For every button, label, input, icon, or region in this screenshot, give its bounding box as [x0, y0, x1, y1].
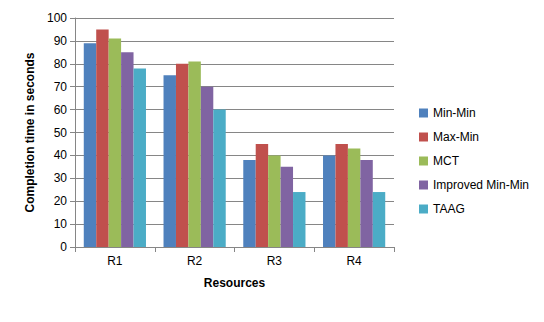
- svg-text:40: 40: [54, 148, 68, 162]
- svg-text:MCT: MCT: [433, 154, 460, 168]
- svg-text:30: 30: [54, 171, 68, 185]
- svg-text:Completion time in seconds: Completion time in seconds: [23, 52, 37, 212]
- svg-text:80: 80: [54, 57, 68, 71]
- svg-text:100: 100: [47, 11, 67, 25]
- svg-text:10: 10: [54, 217, 68, 231]
- svg-text:70: 70: [54, 80, 68, 94]
- svg-text:R3: R3: [267, 254, 283, 268]
- svg-text:20: 20: [54, 194, 68, 208]
- svg-text:Max-Min: Max-Min: [433, 130, 479, 144]
- svg-text:R4: R4: [346, 254, 362, 268]
- svg-text:R2: R2: [187, 254, 203, 268]
- svg-text:0: 0: [60, 240, 67, 254]
- svg-text:Improved Min-Min: Improved Min-Min: [433, 178, 529, 192]
- svg-text:90: 90: [54, 34, 68, 48]
- svg-text:TAAG: TAAG: [433, 202, 465, 216]
- svg-text:60: 60: [54, 103, 68, 117]
- svg-text:Resources: Resources: [204, 276, 266, 290]
- svg-text:R1: R1: [107, 254, 123, 268]
- svg-text:50: 50: [54, 126, 68, 140]
- svg-text:Min-Min: Min-Min: [433, 106, 476, 120]
